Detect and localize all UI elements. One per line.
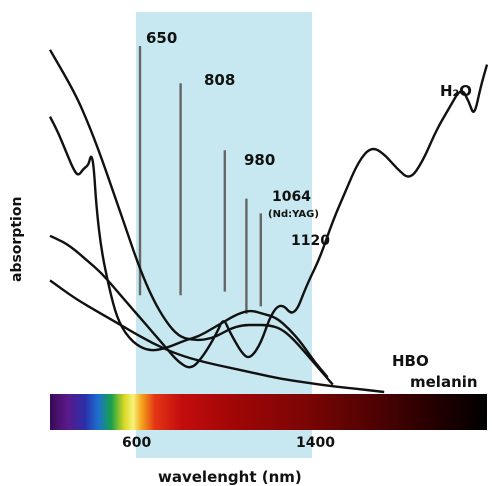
laser-label-808: 808 [204, 71, 235, 89]
series-label-hbo: HBO [392, 352, 429, 370]
laser-label-650: 650 [146, 29, 177, 47]
absorption-curves [48, 49, 489, 394]
series-label-h2o: H₂O [440, 82, 472, 100]
x-axis-label: wavelenght (nm) [158, 468, 302, 486]
series-line-melanin [49, 279, 385, 394]
laser-sublabel-ndyag: (Nd:YAG) [268, 209, 319, 220]
x-tick-1400: 1400 [296, 435, 335, 451]
laser-label-980: 980 [244, 151, 275, 169]
laser-lines [138, 46, 262, 314]
laser-label-1120: 1120 [291, 233, 330, 249]
x-tick-600: 600 [122, 435, 151, 451]
series-line-unlabeled-3 [48, 116, 329, 378]
series-line-ho [49, 64, 489, 369]
spectrum-bar [50, 394, 487, 430]
series-line-hbo [48, 49, 334, 386]
laser-label-1064: 1064 [272, 189, 311, 205]
y-axis-label: absorption [9, 197, 25, 282]
series-label-melanin: melanin [410, 373, 478, 391]
